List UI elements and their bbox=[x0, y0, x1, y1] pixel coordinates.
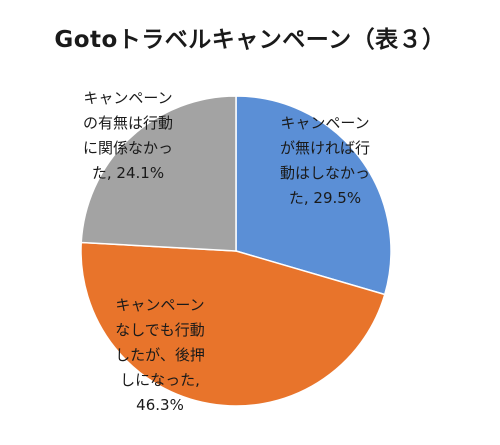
slice-label-line: 46.3% bbox=[136, 396, 184, 414]
slice-label-line: が無ければ行 bbox=[280, 139, 370, 157]
slice-label-3: キャンペーンの有無は行動に関係なかった, 24.1% bbox=[83, 89, 173, 182]
slice-label-line: の有無は行動 bbox=[83, 114, 173, 132]
slice-label-line: た, 24.1% bbox=[92, 164, 164, 182]
pie-slice-1 bbox=[235, 95, 392, 296]
slice-label-line: しになった, bbox=[120, 371, 200, 389]
pie-slice-2 bbox=[80, 241, 386, 407]
pie-slice-3 bbox=[80, 95, 237, 252]
slice-label-line: た, 29.5% bbox=[289, 189, 361, 207]
slice-label-line: したが、後押 bbox=[115, 346, 205, 364]
slice-labels: キャンペーンが無ければ行動はしなかった, 29.5%キャンペーンなしでも行動した… bbox=[83, 89, 370, 414]
slice-label-line: に関係なかっ bbox=[83, 139, 173, 157]
slice-label-2: キャンペーンなしでも行動したが、後押しになった, 46.3% bbox=[115, 296, 205, 414]
slice-label-line: 動はしなかっ bbox=[280, 164, 370, 182]
slice-label-line: キャンペーン bbox=[280, 114, 369, 132]
pie-slices bbox=[80, 95, 392, 407]
chart-title: Gotoトラベルキャンペーン（表３） bbox=[54, 27, 446, 53]
slice-label-1: キャンペーンが無ければ行動はしなかった, 29.5% bbox=[280, 114, 370, 207]
slice-label-line: なしでも行動 bbox=[115, 321, 205, 339]
slice-label-line: キャンペーン bbox=[115, 296, 204, 314]
slice-label-line: キャンペーン bbox=[83, 89, 172, 107]
